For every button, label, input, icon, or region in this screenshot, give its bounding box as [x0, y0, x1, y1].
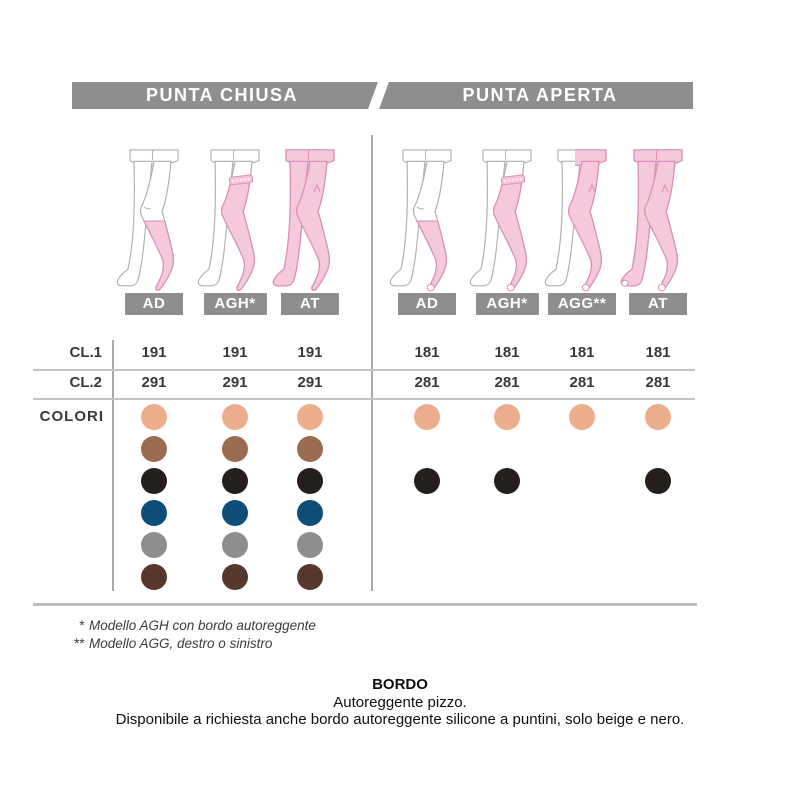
bordo-line2: Disponibile a richiesta anche bordo auto… [115, 711, 685, 728]
cl1-value: 181 [494, 344, 520, 361]
row-label-colori: COLORI [39, 408, 104, 425]
cl2-value: 281 [494, 374, 520, 391]
model-label-agh: AGH* [475, 293, 539, 315]
leg-illustration-agh-open [467, 148, 547, 293]
color-dot-blue [297, 500, 323, 526]
color-dot-black [645, 468, 671, 494]
cl2-value: 281 [645, 374, 671, 391]
leg-graphic [620, 149, 683, 292]
leg-illustration-agh-closed [195, 148, 275, 293]
leg-illustration-ad-open [387, 148, 467, 293]
model-label-at: AT [281, 293, 339, 315]
color-dot-beige [141, 404, 167, 430]
footnotes: * Modello AGH con bordo autoreggente ** Mo… [58, 617, 316, 653]
color-dot-brown [141, 436, 167, 462]
cl2-value: 291 [141, 374, 167, 391]
cl1-value: 181 [569, 344, 595, 361]
punta-aperta-label: PUNTA APERTA [462, 85, 618, 105]
cl1-value: 191 [222, 344, 248, 361]
cl2-value: 291 [297, 374, 323, 391]
color-dot-dark-brown [222, 564, 248, 590]
color-dot-grey [222, 532, 248, 558]
leg-graphic [197, 149, 260, 291]
row-label-cl1: CL.1 [69, 344, 102, 361]
color-dot-beige [494, 404, 520, 430]
cl2-value: 281 [569, 374, 595, 391]
footnote-marker: * [78, 618, 84, 633]
color-dot-beige [297, 404, 323, 430]
row-label-divider-line [112, 340, 114, 591]
model-label-agh: AGH* [203, 293, 267, 315]
cl1-value: 181 [645, 344, 671, 361]
color-dot-beige [645, 404, 671, 430]
leg-illustration-agg-open [542, 148, 622, 293]
color-dot-dark-brown [297, 564, 323, 590]
color-dot-black [414, 468, 440, 494]
leg-graphic [389, 149, 452, 292]
footnote-text: Modello AGH con bordo autoreggente [89, 618, 316, 633]
color-dot-grey [297, 532, 323, 558]
model-label-at: AT [629, 293, 687, 315]
color-dot-black [297, 468, 323, 494]
punta-chiusa-label: PUNTA CHIUSA [146, 85, 298, 105]
leg-graphic [544, 149, 607, 292]
toe-type-header: PUNTA CHIUSA PUNTA APERTA [72, 81, 693, 110]
color-dot-black [494, 468, 520, 494]
leg-graphic [469, 149, 532, 292]
cl1-value: 191 [297, 344, 323, 361]
model-label-agg: AGG** [548, 293, 616, 315]
color-dot-beige [569, 404, 595, 430]
bordo-title: BORDO [372, 676, 428, 693]
color-dot-blue [222, 500, 248, 526]
model-label-ad: AD [398, 293, 456, 315]
leg-graphic [116, 149, 179, 291]
leg-illustration-at-closed [270, 148, 350, 293]
footnote-text: Modello AGG, destro o sinistro [89, 636, 273, 651]
cl2-colors-separator-line [33, 398, 695, 400]
bordo-line1: Autoreggente pizzo. [333, 693, 467, 711]
footnote-marker: ** [73, 636, 84, 651]
color-dot-grey [141, 532, 167, 558]
cl2-value: 281 [414, 374, 440, 391]
color-dot-beige [222, 404, 248, 430]
row-label-cl2: CL.2 [69, 374, 102, 391]
model-label-ad: AD [125, 293, 183, 315]
color-dot-dark-brown [141, 564, 167, 590]
leg-graphic [272, 149, 335, 291]
cl1-value: 191 [141, 344, 167, 361]
leg-illustration-at-open [618, 148, 698, 293]
color-dot-blue [141, 500, 167, 526]
section-divider-line [371, 135, 373, 591]
cl2-value: 291 [222, 374, 248, 391]
color-dot-black [141, 468, 167, 494]
color-dot-beige [414, 404, 440, 430]
leg-illustration-ad-closed [114, 148, 194, 293]
color-dot-black [222, 468, 248, 494]
color-dot-brown [297, 436, 323, 462]
cl1-value: 181 [414, 344, 440, 361]
color-dot-brown [222, 436, 248, 462]
cl1-cl2-separator-line [33, 369, 695, 371]
table-bottom-rule [33, 603, 697, 606]
footnote-agh: * Modello AGH con bordo autoreggente [58, 617, 316, 635]
footnote-agg: ** Modello AGG, destro o sinistro [58, 635, 316, 653]
bordo-note: BORDO Autoreggente pizzo. Disponibile a … [0, 676, 800, 729]
